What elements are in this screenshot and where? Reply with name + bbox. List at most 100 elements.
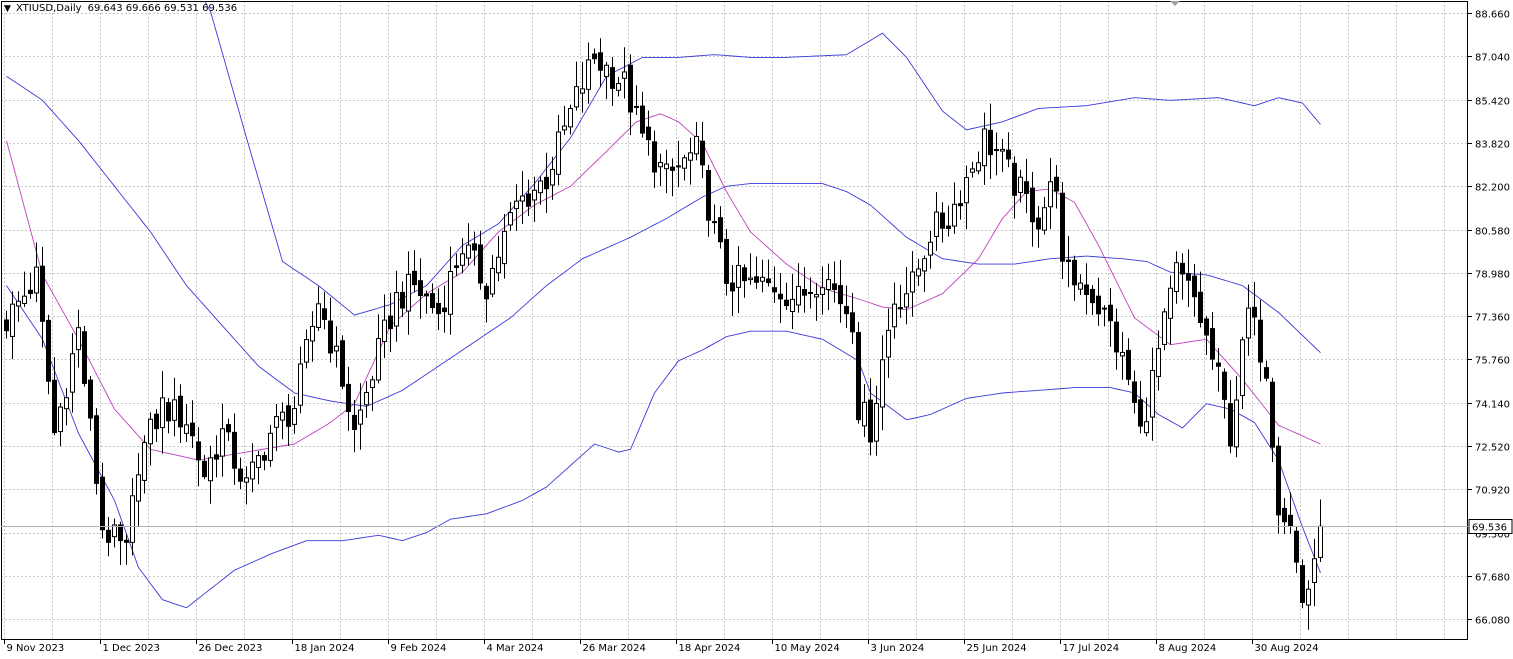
y-axis-tick-label: 72.520: [1475, 443, 1510, 454]
candle-body: [328, 320, 333, 354]
candle-body: [820, 287, 825, 295]
candle-body: [226, 424, 231, 433]
candle-body: [718, 217, 723, 243]
candle-body: [1024, 181, 1029, 194]
candle-body: [490, 267, 495, 295]
candle-body: [286, 405, 291, 427]
candle-body: [1126, 349, 1131, 380]
candle-body: [982, 128, 987, 167]
candle-body: [166, 402, 171, 422]
candle-body: [124, 539, 129, 543]
candle-body: [280, 411, 285, 421]
candle-body: [28, 289, 33, 294]
candle-body: [1204, 318, 1209, 336]
candle-body: [472, 243, 477, 251]
candle-body: [106, 529, 111, 543]
candle-body: [334, 345, 339, 352]
candle-body: [1078, 282, 1083, 290]
candle-body: [514, 200, 519, 210]
candle-body: [814, 294, 819, 298]
candle-body: [850, 312, 855, 333]
x-axis-tick-label: 17 Jul 2024: [1063, 643, 1120, 654]
candle-body: [508, 212, 513, 226]
candle-body: [892, 303, 897, 328]
candle-body: [1150, 370, 1155, 418]
candle-body: [274, 416, 279, 428]
candle-body: [160, 397, 165, 429]
y-axis-tick-label: 75.760: [1475, 356, 1510, 367]
candle-body: [58, 406, 63, 433]
candle-body: [784, 299, 789, 307]
moving-average-line: [6, 113, 1321, 461]
y-axis-tick-label: 67.680: [1475, 573, 1510, 584]
candle-body: [958, 203, 963, 207]
candle-body: [940, 212, 945, 229]
candle-body: [562, 125, 567, 131]
candle-body: [112, 524, 117, 538]
y-axis-tick-label: 80.580: [1475, 227, 1510, 238]
candle-body: [1114, 321, 1119, 353]
candle-body: [172, 399, 177, 421]
candle-body: [988, 129, 993, 156]
y-axis-tick-label: 66.080: [1475, 616, 1510, 627]
candle-body: [700, 140, 705, 166]
candle-body: [1144, 421, 1149, 434]
candle-body: [652, 141, 657, 173]
x-axis-tick-label: 9 Nov 2023: [7, 643, 65, 654]
candle-body: [1072, 259, 1077, 286]
candle-body: [1252, 306, 1257, 318]
candle-body: [316, 303, 321, 328]
candle-body: [436, 302, 441, 315]
candle-body: [766, 278, 771, 284]
candle-body: [292, 408, 297, 425]
candle-body: [1084, 284, 1089, 295]
candle-body: [10, 303, 15, 337]
triangle-down-icon[interactable]: ▼: [4, 4, 11, 14]
candle-body: [1264, 367, 1269, 379]
candle-body: [1042, 207, 1047, 231]
candle-body: [592, 53, 597, 60]
x-axis-tick-label: 1 Dec 2023: [103, 643, 161, 654]
candle-body: [754, 276, 759, 283]
candle-body: [964, 177, 969, 204]
triangle-down-icon[interactable]: [1170, 1, 1180, 6]
candle-body: [544, 176, 549, 190]
candle-body: [928, 241, 933, 256]
candle-body: [838, 285, 843, 305]
candle-body: [538, 180, 543, 194]
candle-body: [76, 327, 81, 351]
candle-body: [208, 457, 213, 482]
x-axis-tick-label: 4 Mar 2024: [487, 643, 544, 654]
candle-body: [946, 225, 951, 229]
candle-body: [1096, 295, 1101, 315]
candle-body: [712, 221, 717, 224]
x-axis-tick-label: 10 May 2024: [775, 643, 840, 654]
candle-body: [568, 108, 573, 128]
candle-body: [640, 105, 645, 134]
candle-body: [88, 379, 93, 419]
y-axis-tick-label: 78.980: [1475, 270, 1510, 281]
candle-body: [910, 271, 915, 293]
candle-body: [358, 409, 363, 425]
chart-header: XTIUSD,Daily 69.643 69.666 69.531 69.536: [16, 3, 237, 14]
candle-body: [1054, 176, 1059, 192]
candle-body: [952, 203, 957, 227]
last-price-label: 69.536: [1472, 523, 1507, 534]
candle-body: [376, 338, 381, 381]
candle-body: [898, 307, 903, 310]
candle-body: [352, 414, 357, 431]
x-axis-tick-label: 18 Jan 2024: [295, 643, 355, 654]
candle-body: [1138, 399, 1143, 427]
candle-body: [4, 319, 9, 332]
candle-body: [244, 477, 249, 483]
candle-body: [748, 277, 753, 281]
candle-body: [742, 267, 747, 282]
candle-body: [16, 300, 21, 307]
candle-body: [658, 161, 663, 168]
candle-body: [1228, 403, 1233, 447]
y-axis-tick-label: 82.200: [1475, 183, 1510, 194]
candle-body: [268, 432, 273, 461]
candle-body: [970, 168, 975, 173]
